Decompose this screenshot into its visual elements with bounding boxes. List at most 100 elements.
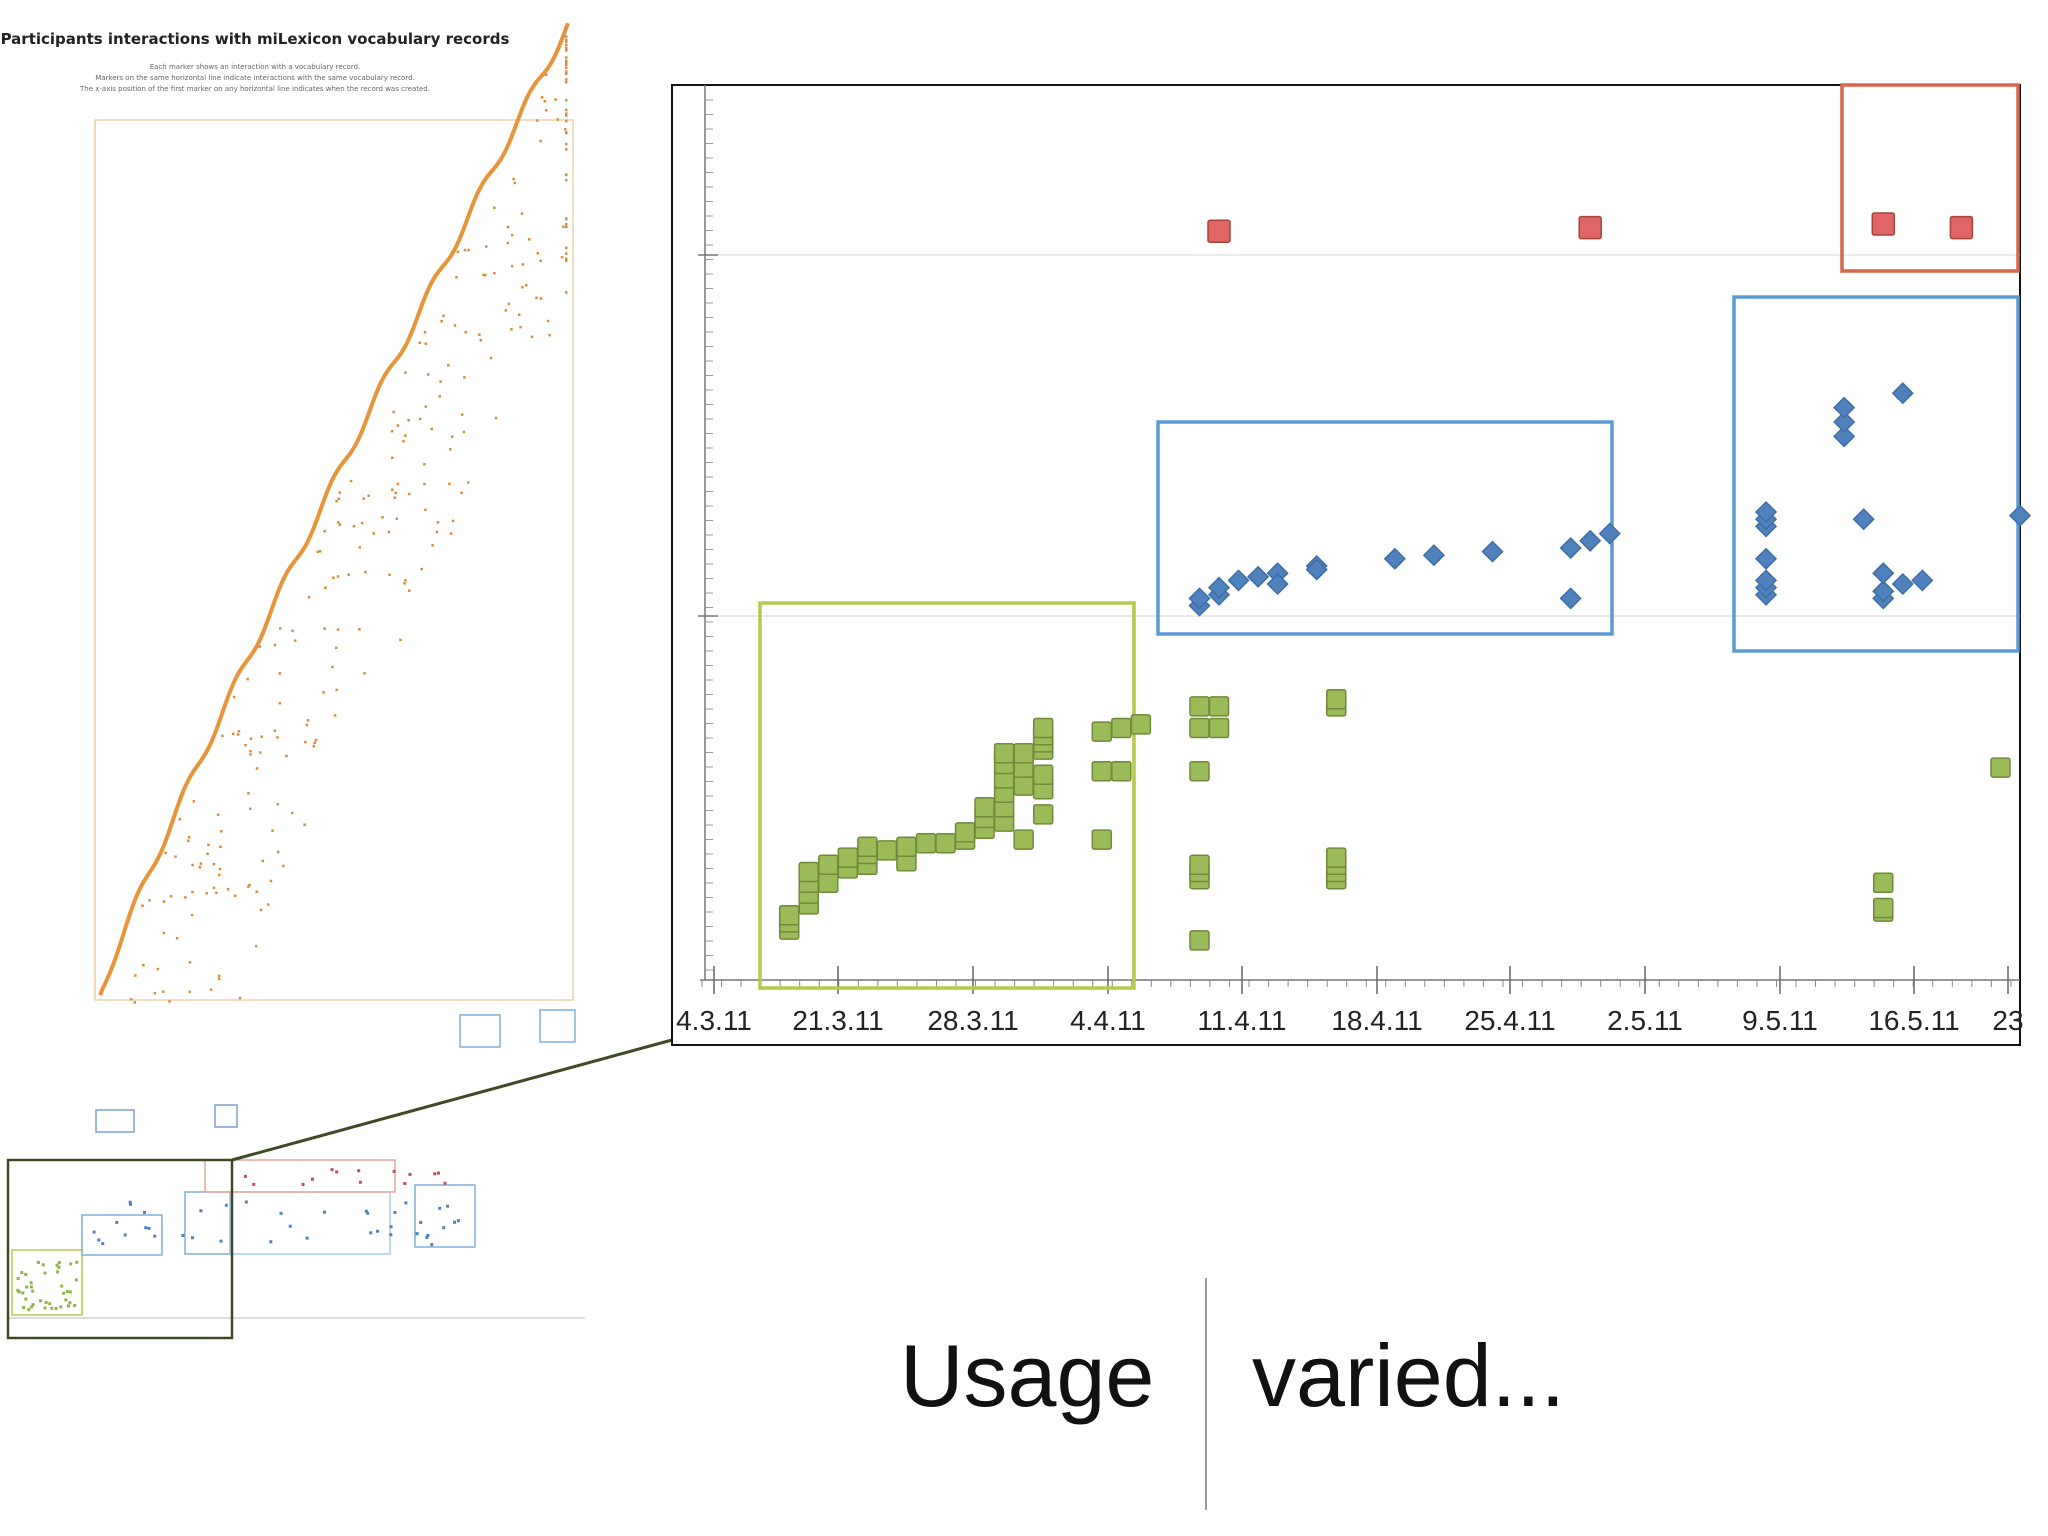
overview-dot — [439, 380, 442, 383]
data-point-diamond — [1559, 587, 1582, 610]
overview-subtitle: Each marker shows an interaction with a … — [40, 62, 470, 95]
overview-dot — [248, 883, 251, 887]
overview-dot — [238, 996, 242, 1000]
overview-green-dot — [25, 1285, 29, 1289]
overview-red-dot — [403, 1181, 407, 1185]
overview-red-dot — [358, 1180, 362, 1184]
overview-dot — [133, 1001, 136, 1004]
overview-dot — [565, 108, 568, 112]
overview-dot — [278, 701, 282, 705]
overview-dot — [249, 807, 252, 811]
overview-dot — [420, 567, 423, 571]
overview-dot — [565, 142, 568, 146]
data-point-diamond — [1911, 569, 1934, 592]
overview-dot — [478, 333, 481, 336]
overview-dot — [391, 488, 394, 491]
overview-blue-dot — [425, 1236, 429, 1240]
overview-dot — [388, 573, 391, 576]
highlight-box-green — [758, 601, 1136, 990]
data-point-diamond — [1598, 522, 1621, 545]
overview-blue-dot — [92, 1230, 96, 1234]
overview-dot — [335, 688, 338, 692]
overview-dot — [156, 967, 160, 971]
overview-dot — [431, 544, 434, 547]
overview-dot — [168, 1000, 171, 1003]
overview-green-dot — [17, 1290, 21, 1294]
data-point-diamond — [1754, 569, 1778, 592]
overview-dot — [539, 297, 543, 300]
overview-dot — [219, 845, 222, 849]
overview-dot — [212, 886, 216, 890]
overview-green-dot — [21, 1291, 25, 1295]
overview-dot — [463, 248, 467, 252]
overview-dot — [390, 430, 394, 433]
overview-zoom-frame — [6, 1158, 234, 1340]
overview-dot — [247, 885, 250, 888]
overview-dot — [207, 843, 210, 847]
data-point-square — [974, 796, 995, 818]
overview-dot — [504, 309, 508, 312]
data-point-square — [935, 832, 956, 854]
overview-dot — [332, 576, 335, 579]
data-point-square — [1189, 854, 1210, 876]
overview-dot — [209, 988, 213, 991]
overview-green-dot — [54, 1306, 58, 1310]
overview-dot — [565, 173, 568, 177]
overview-dot — [187, 836, 191, 839]
x-tick-label: 16.5.11 — [1868, 1005, 1959, 1036]
overview-blue-dot — [288, 1224, 292, 1228]
data-point-square — [1091, 829, 1113, 850]
overview-green-dot — [64, 1298, 68, 1302]
overview-dot — [372, 532, 375, 535]
overview-dot — [338, 491, 341, 494]
overview-dot — [565, 38, 568, 42]
overview-dot — [565, 99, 568, 102]
overview-dot — [367, 494, 370, 497]
overview-blue-dot — [442, 1226, 446, 1230]
overview-dot — [216, 813, 220, 817]
overview-dot — [247, 791, 250, 795]
overview-dot — [259, 908, 263, 912]
overview-green-dot — [36, 1260, 40, 1264]
overview-dot — [446, 364, 450, 367]
overview-blue-dot — [101, 1242, 105, 1246]
overview-dot — [521, 263, 525, 266]
overview-dot — [510, 327, 513, 331]
overview-dot — [540, 96, 544, 99]
overview-dot — [234, 894, 237, 898]
overview-green-dot — [27, 1308, 31, 1312]
overview-dot — [565, 66, 568, 70]
overview-box-red — [204, 1159, 396, 1193]
x-tick-label: 4.3.11 — [676, 1005, 752, 1036]
overview-dot — [396, 482, 400, 486]
data-point-diamond — [1266, 572, 1289, 596]
overview-dot — [565, 80, 568, 84]
overview-dot — [392, 410, 395, 414]
overview-dot — [220, 830, 223, 833]
overview-red-dot — [330, 1168, 334, 1172]
overview-dot — [293, 639, 297, 642]
overview-dot — [249, 749, 252, 753]
data-point-diamond — [1754, 547, 1778, 570]
overview-dot — [336, 628, 340, 631]
overview-dot — [466, 481, 470, 484]
overview-dot — [565, 40, 568, 43]
data-point-diamond — [1207, 576, 1231, 599]
overview-dot — [506, 241, 509, 245]
data-point-square — [837, 847, 859, 868]
overview-green-dot — [57, 1265, 61, 1269]
overview-dot — [334, 646, 338, 650]
overview-dot — [226, 887, 230, 891]
data-point-square — [798, 861, 820, 883]
overview-dot — [338, 523, 341, 526]
overview-box-blue-1 — [81, 1214, 163, 1256]
data-point-diamond — [1872, 562, 1895, 585]
overview-dot — [565, 217, 568, 221]
overview-dot — [278, 672, 282, 675]
overview-subtitle-line: Markers on the same horizontal line indi… — [95, 74, 415, 82]
overview-blue-dot — [305, 1236, 309, 1240]
overview-dot — [563, 128, 567, 131]
overview-green-dot — [29, 1281, 33, 1285]
overview-box-blue-4 — [414, 1184, 476, 1248]
overview-dot — [393, 496, 396, 499]
